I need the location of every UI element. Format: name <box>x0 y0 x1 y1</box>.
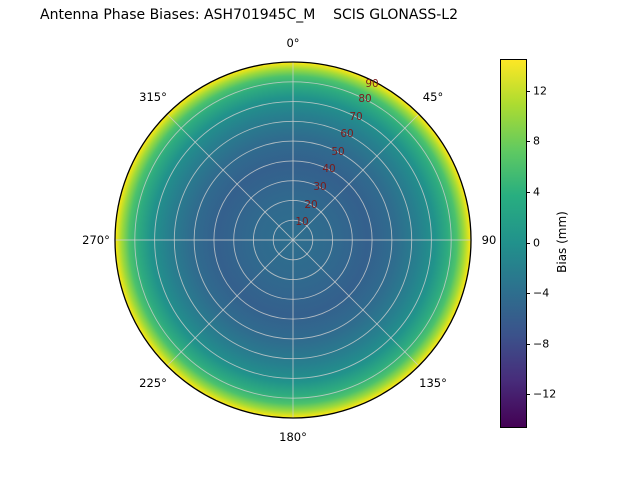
colorbar <box>500 59 527 428</box>
theta-label-90: 90 <box>481 233 497 247</box>
r-label-20: 20 <box>304 199 318 211</box>
polar-grid-spokes <box>115 62 471 418</box>
r-label-90: 90 <box>365 78 379 90</box>
colorbar-tick <box>526 91 530 92</box>
polar-axis-outline <box>114 61 472 419</box>
r-label-70: 70 <box>349 111 363 123</box>
colorbar-tick <box>526 141 530 142</box>
colorbar-ticklabel-8: 8 <box>533 134 540 148</box>
theta-label-180: 180° <box>279 430 307 444</box>
theta-label-135: 135° <box>419 376 447 390</box>
colorbar-axis-label: Bias (mm) <box>555 211 569 273</box>
chart-title: Antenna Phase Biases: ASH701945C_M SCIS … <box>40 7 458 23</box>
r-label-80: 80 <box>358 93 372 105</box>
r-label-50: 50 <box>331 146 345 158</box>
colorbar-ticklabel-m12: −12 <box>533 387 557 401</box>
colorbar-ticklabel-m4: −4 <box>533 286 550 300</box>
theta-label-45: 45° <box>422 90 444 104</box>
colorbar-tick <box>526 192 530 193</box>
colorbar-tick <box>526 293 530 294</box>
theta-label-0: 0° <box>286 36 300 50</box>
colorbar-ticklabel-12: 12 <box>533 84 547 98</box>
r-label-30: 30 <box>313 181 327 193</box>
theta-label-270: 270° <box>82 233 110 247</box>
r-label-10: 10 <box>295 216 309 228</box>
colorbar-tick <box>526 243 530 244</box>
colorbar-tick <box>526 394 530 395</box>
theta-label-315: 315° <box>139 90 167 104</box>
colorbar-ticklabel-0: 0 <box>533 236 540 250</box>
colorbar-ticklabel-4: 4 <box>533 185 540 199</box>
colorbar-tick <box>526 344 530 345</box>
theta-label-225: 225° <box>139 376 167 390</box>
r-label-60: 60 <box>340 128 354 140</box>
r-label-40: 40 <box>322 163 336 175</box>
colorbar-ticklabel-m8: −8 <box>533 337 550 351</box>
